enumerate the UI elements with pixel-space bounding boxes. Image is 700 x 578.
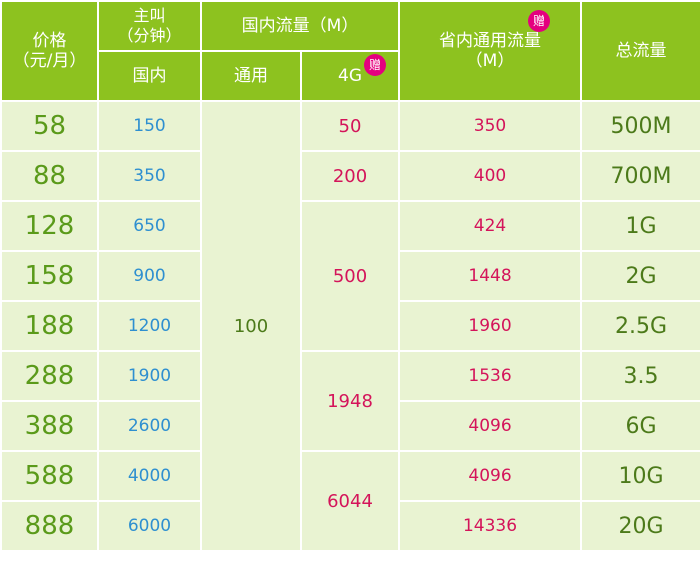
total-cell: 3.5 (580, 350, 700, 402)
province-data-cell: 350 (398, 100, 583, 152)
header-domestic: 国内 (97, 50, 202, 102)
minutes-cell: 1900 (97, 350, 202, 402)
table-row: 888 6000 14336 20G (0, 500, 700, 552)
total-cell: 2G (580, 250, 700, 302)
header-domestic-data: 国内流量（M） (199, 0, 401, 52)
total-cell: 2.5G (580, 300, 700, 352)
header-4g-label: 4G (338, 66, 362, 86)
minutes-cell: 2600 (97, 400, 202, 452)
header-general: 通用 (200, 50, 302, 102)
minutes-cell: 350 (97, 150, 202, 202)
total-cell: 6G (580, 400, 700, 452)
table-row: 288 1900 1948 1536 3.5 (0, 350, 700, 452)
price-cell: 88 (0, 150, 99, 202)
province-data-cell: 1536 (398, 350, 583, 402)
price-cell: 58 (0, 100, 99, 152)
g4-data-cell: 6044 (299, 450, 401, 552)
general-data-cell: 100 (200, 100, 302, 552)
province-data-cell: 400 (398, 150, 583, 202)
province-data-cell: 1448 (398, 250, 583, 302)
total-cell: 700M (580, 150, 700, 202)
province-data-cell: 4096 (398, 450, 583, 502)
province-data-cell: 14336 (398, 500, 583, 552)
price-cell: 158 (0, 250, 99, 302)
price-cell: 188 (0, 300, 99, 352)
total-cell: 1G (580, 200, 700, 252)
province-data-cell: 1960 (398, 300, 583, 352)
g4-data-cell: 1948 (299, 350, 401, 452)
minutes-cell: 150 (97, 100, 202, 152)
g4-data-cell: 500 (299, 200, 401, 352)
province-data-cell: 4096 (398, 400, 583, 452)
plan-table: 价格 （元/月） 主叫 （分钟） 国内流量（M） 省内通用流量 （M） 赠 总流… (0, 0, 700, 552)
gift-badge-icon: 赠 (528, 10, 551, 32)
gift-badge-icon: 赠 (364, 54, 386, 76)
header-province-data: 省内通用流量 （M） 赠 (398, 0, 583, 102)
table-row: 128 650 500 424 1G (0, 200, 700, 352)
price-cell: 888 (0, 500, 99, 552)
header-4g: 4G 赠 (299, 50, 401, 102)
table-row: 388 2600 4096 6G (0, 400, 700, 452)
total-cell: 500M (580, 100, 700, 152)
minutes-cell: 6000 (97, 500, 202, 552)
total-cell: 10G (580, 450, 700, 502)
total-cell: 20G (580, 500, 700, 552)
table-row: 188 1200 1960 2.5G (0, 300, 700, 352)
table-row: 588 4000 6044 4096 10G (0, 450, 700, 552)
price-cell: 288 (0, 350, 99, 402)
table-row: 88 350 200 400 700M (0, 150, 700, 202)
price-cell: 388 (0, 400, 99, 452)
table-row: 58 150 100 50 350 500M (0, 100, 700, 552)
header-total: 总流量 (580, 0, 700, 102)
province-data-cell: 424 (398, 200, 583, 252)
header-price: 价格 （元/月） (0, 0, 99, 102)
table-row: 158 900 1448 2G (0, 250, 700, 302)
minutes-cell: 1200 (97, 300, 202, 352)
header-province-label: 省内通用流量 （M） (439, 31, 542, 71)
price-cell: 588 (0, 450, 99, 502)
g4-data-cell: 50 (299, 100, 401, 152)
minutes-cell: 650 (97, 200, 202, 252)
price-cell: 128 (0, 200, 99, 252)
g4-data-cell: 200 (299, 150, 401, 202)
minutes-cell: 900 (97, 250, 202, 302)
minutes-cell: 4000 (97, 450, 202, 502)
header-call: 主叫 （分钟） (97, 0, 202, 52)
